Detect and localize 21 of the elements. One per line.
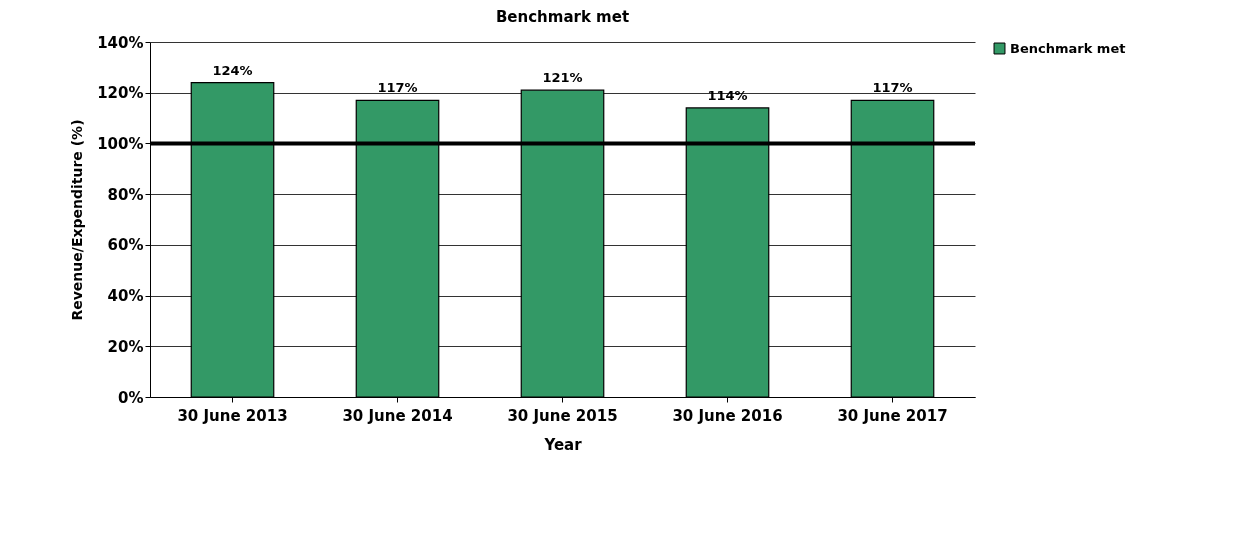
data-label: 121% [542,70,583,86]
data-label: 117% [872,80,913,96]
y-tick-label: 40% [107,287,144,306]
y-tick-label: 20% [107,337,144,356]
y-tick-label: 140% [97,33,144,52]
data-label: 124% [212,62,253,78]
y-axis-title: Revenue/Expenditure (%) [69,119,86,321]
y-tick-label: 120% [97,84,144,103]
legend-label: Benchmark met [1010,40,1126,56]
y-tick-label: 60% [107,236,144,255]
x-tick-label: 30 June 2016 [672,406,783,425]
y-tick-label: 0% [118,388,144,407]
x-tick-label: 30 June 2013 [177,406,288,425]
y-tick-label: 80% [107,185,144,204]
chart-title: Benchmark met [495,8,630,26]
x-tick-label: 30 June 2014 [342,406,453,425]
y-tick-label: 100% [97,134,144,153]
data-label: 117% [377,80,418,96]
x-axis-title: Year [543,435,583,454]
x-tick-label: 30 June 2015 [507,406,618,425]
x-tick-label: 30 June 2017 [837,406,948,425]
